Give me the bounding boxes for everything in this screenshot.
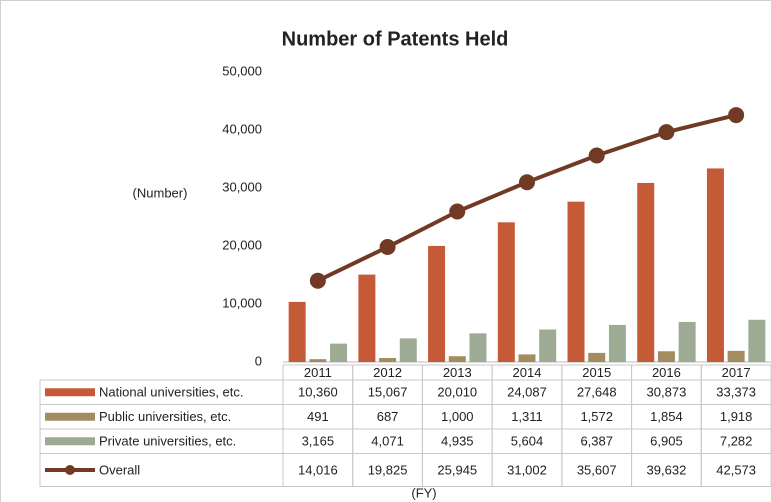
line-marker bbox=[728, 107, 745, 124]
x-tick-label: 2017 bbox=[722, 365, 751, 380]
data-label: 4,071 bbox=[371, 434, 404, 449]
data-label: 14,016 bbox=[298, 462, 338, 477]
legend-swatch bbox=[45, 388, 95, 397]
y-tick-label: 50,000 bbox=[222, 63, 262, 78]
x-tick-label: 2012 bbox=[373, 365, 402, 380]
y-tick-label: 0 bbox=[255, 353, 262, 368]
bar bbox=[539, 329, 557, 362]
bar bbox=[518, 354, 536, 362]
data-label: 1,918 bbox=[720, 409, 753, 424]
bar bbox=[428, 245, 446, 362]
bar bbox=[588, 352, 606, 362]
legend-label: Overall bbox=[99, 462, 140, 477]
data-label: 39,632 bbox=[647, 462, 687, 477]
data-label: 5,604 bbox=[511, 434, 544, 449]
x-tick-label: 2014 bbox=[513, 365, 542, 380]
data-label: 25,945 bbox=[437, 462, 477, 477]
line-marker bbox=[588, 147, 605, 164]
legend-label: Public universities, etc. bbox=[99, 409, 231, 424]
line-marker bbox=[519, 174, 535, 191]
data-label: 7,282 bbox=[720, 434, 753, 449]
bar bbox=[288, 301, 306, 362]
bar bbox=[399, 338, 417, 362]
y-tick-label: 40,000 bbox=[222, 121, 262, 136]
x-tick-label: 2015 bbox=[582, 365, 611, 380]
bar bbox=[567, 201, 585, 362]
legend-label: Private universities, etc. bbox=[99, 434, 236, 449]
bar bbox=[678, 321, 696, 362]
data-label: 20,010 bbox=[437, 385, 477, 400]
data-label: 24,087 bbox=[507, 385, 547, 400]
data-label: 33,373 bbox=[716, 385, 756, 400]
bar bbox=[309, 359, 327, 362]
bar bbox=[358, 274, 376, 362]
bar bbox=[379, 358, 397, 362]
data-label: 3,165 bbox=[302, 434, 335, 449]
data-label: 19,825 bbox=[368, 462, 408, 477]
bar bbox=[727, 350, 745, 362]
data-label: 491 bbox=[307, 409, 329, 424]
bar bbox=[748, 319, 766, 362]
bar bbox=[637, 182, 655, 362]
y-axis-label: (Number) bbox=[133, 185, 188, 200]
data-label: 35,607 bbox=[577, 462, 617, 477]
bar bbox=[330, 343, 348, 362]
data-label: 6,387 bbox=[580, 434, 613, 449]
data-label: 42,573 bbox=[716, 462, 756, 477]
line-marker bbox=[658, 124, 675, 141]
data-label: 687 bbox=[377, 409, 399, 424]
bar bbox=[657, 351, 675, 362]
line-marker bbox=[379, 239, 396, 256]
data-label: 31,002 bbox=[507, 462, 547, 477]
y-tick-label: 30,000 bbox=[222, 179, 262, 194]
data-label: 10,360 bbox=[298, 385, 338, 400]
legend-swatch bbox=[45, 437, 95, 446]
x-tick-label: 2016 bbox=[652, 365, 681, 380]
x-axis-label: (FY) bbox=[411, 485, 436, 500]
data-label: 1,000 bbox=[441, 409, 474, 424]
legend-label: National universities, etc. bbox=[99, 385, 244, 400]
legend-swatch bbox=[45, 412, 95, 421]
data-label: 1,572 bbox=[580, 409, 613, 424]
line-marker bbox=[449, 203, 466, 220]
data-label: 6,905 bbox=[650, 434, 683, 449]
line-marker bbox=[309, 272, 326, 289]
y-tick-label: 10,000 bbox=[222, 295, 262, 310]
x-tick-label: 2011 bbox=[304, 365, 332, 380]
y-tick-label: 20,000 bbox=[222, 237, 262, 252]
bar bbox=[608, 324, 626, 362]
data-label: 15,067 bbox=[368, 385, 408, 400]
data-label: 1,311 bbox=[511, 409, 543, 424]
data-label: 4,935 bbox=[441, 434, 474, 449]
data-label: 27,648 bbox=[577, 385, 617, 400]
data-label: 30,873 bbox=[647, 385, 687, 400]
x-tick-label: 2013 bbox=[443, 365, 472, 380]
bar bbox=[497, 222, 515, 362]
bar bbox=[706, 168, 724, 362]
legend-marker bbox=[65, 465, 75, 475]
bar bbox=[469, 333, 487, 362]
bar bbox=[448, 356, 466, 362]
line bbox=[316, 113, 737, 283]
chart-title: Number of Patents Held bbox=[282, 28, 509, 50]
data-label: 1,854 bbox=[650, 409, 683, 424]
